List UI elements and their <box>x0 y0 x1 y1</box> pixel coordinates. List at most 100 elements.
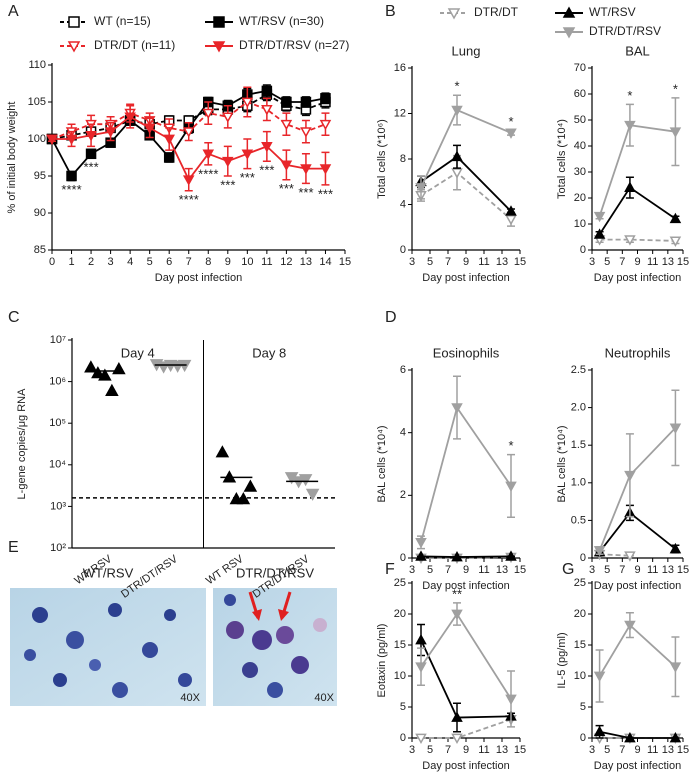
marker <box>505 694 517 705</box>
x-tick-label: 6 <box>166 256 172 268</box>
x-tick-label: 2 <box>88 256 94 268</box>
x-axis-label: Day post infection <box>594 272 681 284</box>
marker <box>320 93 331 104</box>
y-tick-label: 8 <box>400 153 406 165</box>
x-tick-label: 5 <box>427 744 433 756</box>
x-tick-label: 10 <box>241 256 253 268</box>
significance: ** <box>452 586 462 601</box>
micrograph-right <box>213 588 337 706</box>
y-axis-label: BAL cells (*10⁴) <box>556 425 568 502</box>
x-tick-label: 11 <box>478 256 489 268</box>
marker <box>280 160 293 171</box>
y-axis-label: BAL cells (*10⁴) <box>376 425 388 502</box>
marker <box>124 112 136 123</box>
x-tick-label: 15 <box>514 744 526 756</box>
y-tick-label: 20 <box>574 192 586 204</box>
marker <box>236 492 251 505</box>
micrograph-left <box>10 588 206 706</box>
series-line <box>420 171 512 220</box>
y-tick-label: 0 <box>400 732 406 744</box>
y-tick-label: 10³ <box>50 500 66 512</box>
x-tick-label: 1 <box>68 256 74 268</box>
y-tick-label: 4 <box>400 427 406 439</box>
legend-label: WT/RSV <box>589 5 636 19</box>
marker <box>84 360 98 373</box>
x-tick-label: 3 <box>589 744 595 756</box>
x-tick-label: 9 <box>634 564 640 576</box>
y-tick-label: 5 <box>400 701 406 713</box>
x-tick-label: 13 <box>496 744 508 756</box>
marker <box>624 620 636 632</box>
x-tick-label: 3 <box>108 256 114 268</box>
significance: *** <box>279 181 294 196</box>
marker <box>669 542 682 554</box>
x-tick-label: 12 <box>280 256 292 268</box>
subplot-title: Neutrophils <box>605 345 671 360</box>
marker <box>624 235 636 246</box>
y-tick-label: 20 <box>574 608 586 620</box>
legend-label: DTR/DT/RSV <box>589 24 661 38</box>
panel-label: E <box>8 539 19 556</box>
y-tick-label: 25 <box>394 577 406 589</box>
marker <box>143 123 156 134</box>
marker <box>451 733 463 745</box>
x-tick-label: 3 <box>409 256 415 268</box>
marker <box>593 725 606 737</box>
x-tick-label: 11 <box>478 744 489 756</box>
y-tick-label: 0 <box>580 732 586 744</box>
x-tick-label: 0 <box>49 256 55 268</box>
y-tick-label: 5 <box>580 701 586 713</box>
x-tick-label: 11 <box>261 256 272 268</box>
y-tick-label: 2 <box>400 489 406 501</box>
legend-label: DTR/DT/RSV (n=27) <box>239 38 349 52</box>
series-line <box>598 124 676 217</box>
y-tick-label: 30 <box>574 166 586 178</box>
x-tick-label: 7 <box>445 564 451 576</box>
significance: *** <box>240 170 255 185</box>
marker <box>300 164 312 175</box>
micrograph-label: DTR/DT/RSV <box>236 565 314 580</box>
y-tick-label: 10 <box>574 670 586 682</box>
series-line <box>420 612 512 700</box>
y-tick-label: 2.0 <box>571 402 586 414</box>
marker <box>213 16 225 28</box>
y-axis-label: Total cells (*10⁴) <box>556 119 568 199</box>
marker <box>451 168 463 179</box>
x-tick-label: 13 <box>662 564 674 576</box>
magnification: 40X <box>180 692 200 704</box>
marker <box>447 8 461 20</box>
marker <box>624 551 636 562</box>
y-tick-label: 15 <box>574 639 586 651</box>
marker <box>505 481 517 492</box>
y-tick-label: 15 <box>394 639 406 651</box>
significance: *** <box>318 186 333 201</box>
x-tick-label: 8 <box>205 256 211 268</box>
marker <box>280 119 293 131</box>
marker <box>319 164 332 175</box>
marker <box>68 16 80 28</box>
marker <box>202 108 215 120</box>
marker <box>281 96 292 108</box>
marker <box>85 130 97 142</box>
marker <box>222 156 234 168</box>
y-tick-label: 10⁶ <box>49 376 66 388</box>
significance: * <box>627 88 632 103</box>
x-tick-label: 9 <box>634 744 640 756</box>
marker <box>415 537 427 549</box>
marker <box>451 150 463 162</box>
y-tick-label: 40 <box>574 140 586 152</box>
x-axis-label: Day post infection <box>594 580 681 592</box>
y-tick-label: 100 <box>28 133 46 145</box>
marker <box>451 551 463 562</box>
marker <box>669 662 682 673</box>
x-tick-label: 5 <box>427 564 433 576</box>
marker <box>241 97 254 109</box>
significance: **** <box>61 182 81 197</box>
y-tick-label: 95 <box>34 170 46 182</box>
marker <box>66 170 77 182</box>
marker <box>182 127 195 138</box>
x-tick-label: 11 <box>647 256 658 268</box>
x-tick-label: 9 <box>463 744 469 756</box>
y-tick-label: 10⁵ <box>49 417 66 429</box>
x-tick-label: 15 <box>514 564 526 576</box>
